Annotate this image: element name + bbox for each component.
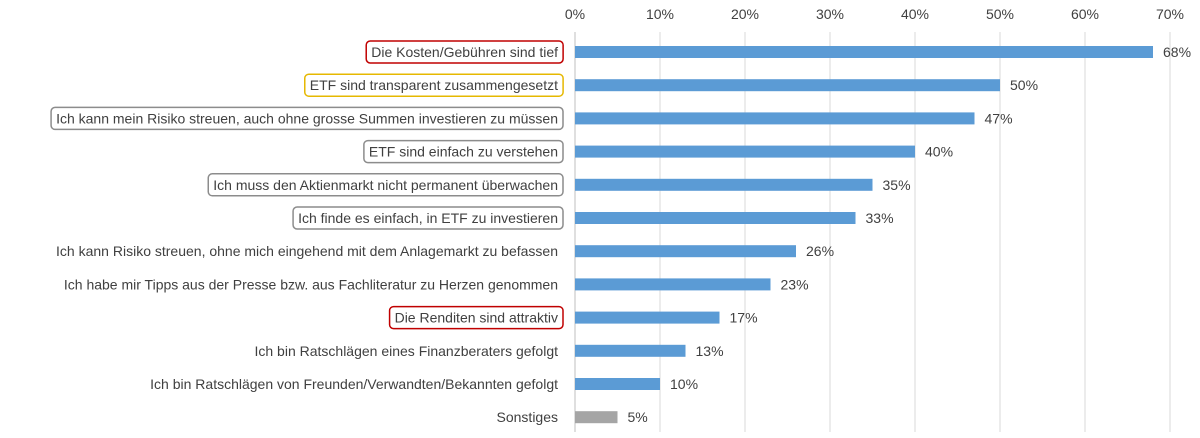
x-tick-label: 40% — [901, 6, 929, 22]
bar — [575, 311, 720, 324]
category-label: Ich bin Ratschlägen eines Finanzberaters… — [254, 343, 558, 359]
data-labels: 68% 50% 47% 40% 35% 33% 26% 23% 17% 13% 10% 5% — [628, 44, 1192, 425]
x-tick-label: 50% — [986, 6, 1014, 22]
x-tick-label: 10% — [646, 6, 674, 22]
data-label: 40% — [925, 144, 953, 160]
bar — [575, 411, 618, 424]
x-tick-label: 60% — [1071, 6, 1099, 22]
data-label: 26% — [806, 243, 834, 259]
bar — [575, 112, 975, 125]
category-label: Ich finde es einfach, in ETF zu investie… — [298, 210, 558, 226]
category-label: ETF sind einfach zu verstehen — [369, 144, 558, 160]
category-label: Die Renditen sind attraktiv — [395, 310, 558, 326]
x-tick-label: 20% — [731, 6, 759, 22]
bars — [575, 46, 1153, 424]
data-label: 5% — [628, 409, 648, 425]
bar — [575, 344, 686, 357]
category-label: Ich kann Risiko streuen, ohne mich einge… — [56, 243, 558, 259]
category-highlight-box — [363, 139, 564, 164]
bar — [575, 378, 660, 390]
category-highlight-box — [292, 206, 564, 230]
data-label: 47% — [985, 110, 1013, 126]
category-highlight-box — [50, 106, 564, 131]
x-tick-label: 70% — [1156, 6, 1184, 22]
category-highlight-box — [388, 305, 564, 330]
bar — [575, 46, 1153, 58]
bar — [575, 278, 771, 291]
category-label: Sonstiges — [497, 409, 558, 425]
data-label: 17% — [730, 310, 758, 326]
category-highlight-box — [207, 173, 564, 197]
category-highlight-box — [304, 73, 564, 97]
bar — [575, 79, 1000, 92]
bar — [575, 245, 796, 258]
data-label: 23% — [781, 276, 809, 292]
bar — [575, 212, 856, 224]
bar — [575, 145, 915, 158]
category-label: Ich habe mir Tipps aus der Presse bzw. a… — [64, 276, 558, 292]
data-label: 68% — [1163, 44, 1191, 60]
x-tick-label: 30% — [816, 6, 844, 22]
category-label: Ich bin Ratschlägen von Freunden/Verwand… — [150, 376, 558, 392]
category-highlight-box — [365, 40, 564, 64]
data-label: 33% — [866, 210, 894, 226]
x-axis-tick-labels: 0% 10% 20% 30% 40% 50% 60% 70% — [565, 6, 1184, 22]
category-label: Die Kosten/Gebühren sind tief — [371, 44, 558, 60]
data-label: 10% — [670, 376, 698, 392]
category-label: ETF sind transparent zusammengesetzt — [310, 77, 558, 93]
category-label: Ich kann mein Risiko streuen, auch ohne … — [56, 110, 558, 126]
x-tick-label: 0% — [565, 6, 585, 22]
data-label: 50% — [1010, 77, 1038, 93]
category-label: Ich muss den Aktienmarkt nicht permanent… — [213, 177, 558, 193]
category-labels: Die Kosten/Gebühren sind tief ETF sind tr… — [50, 40, 564, 425]
data-label: 35% — [883, 177, 911, 193]
gridlines — [574, 32, 1171, 432]
data-label: 13% — [696, 343, 724, 359]
bar — [575, 178, 873, 191]
